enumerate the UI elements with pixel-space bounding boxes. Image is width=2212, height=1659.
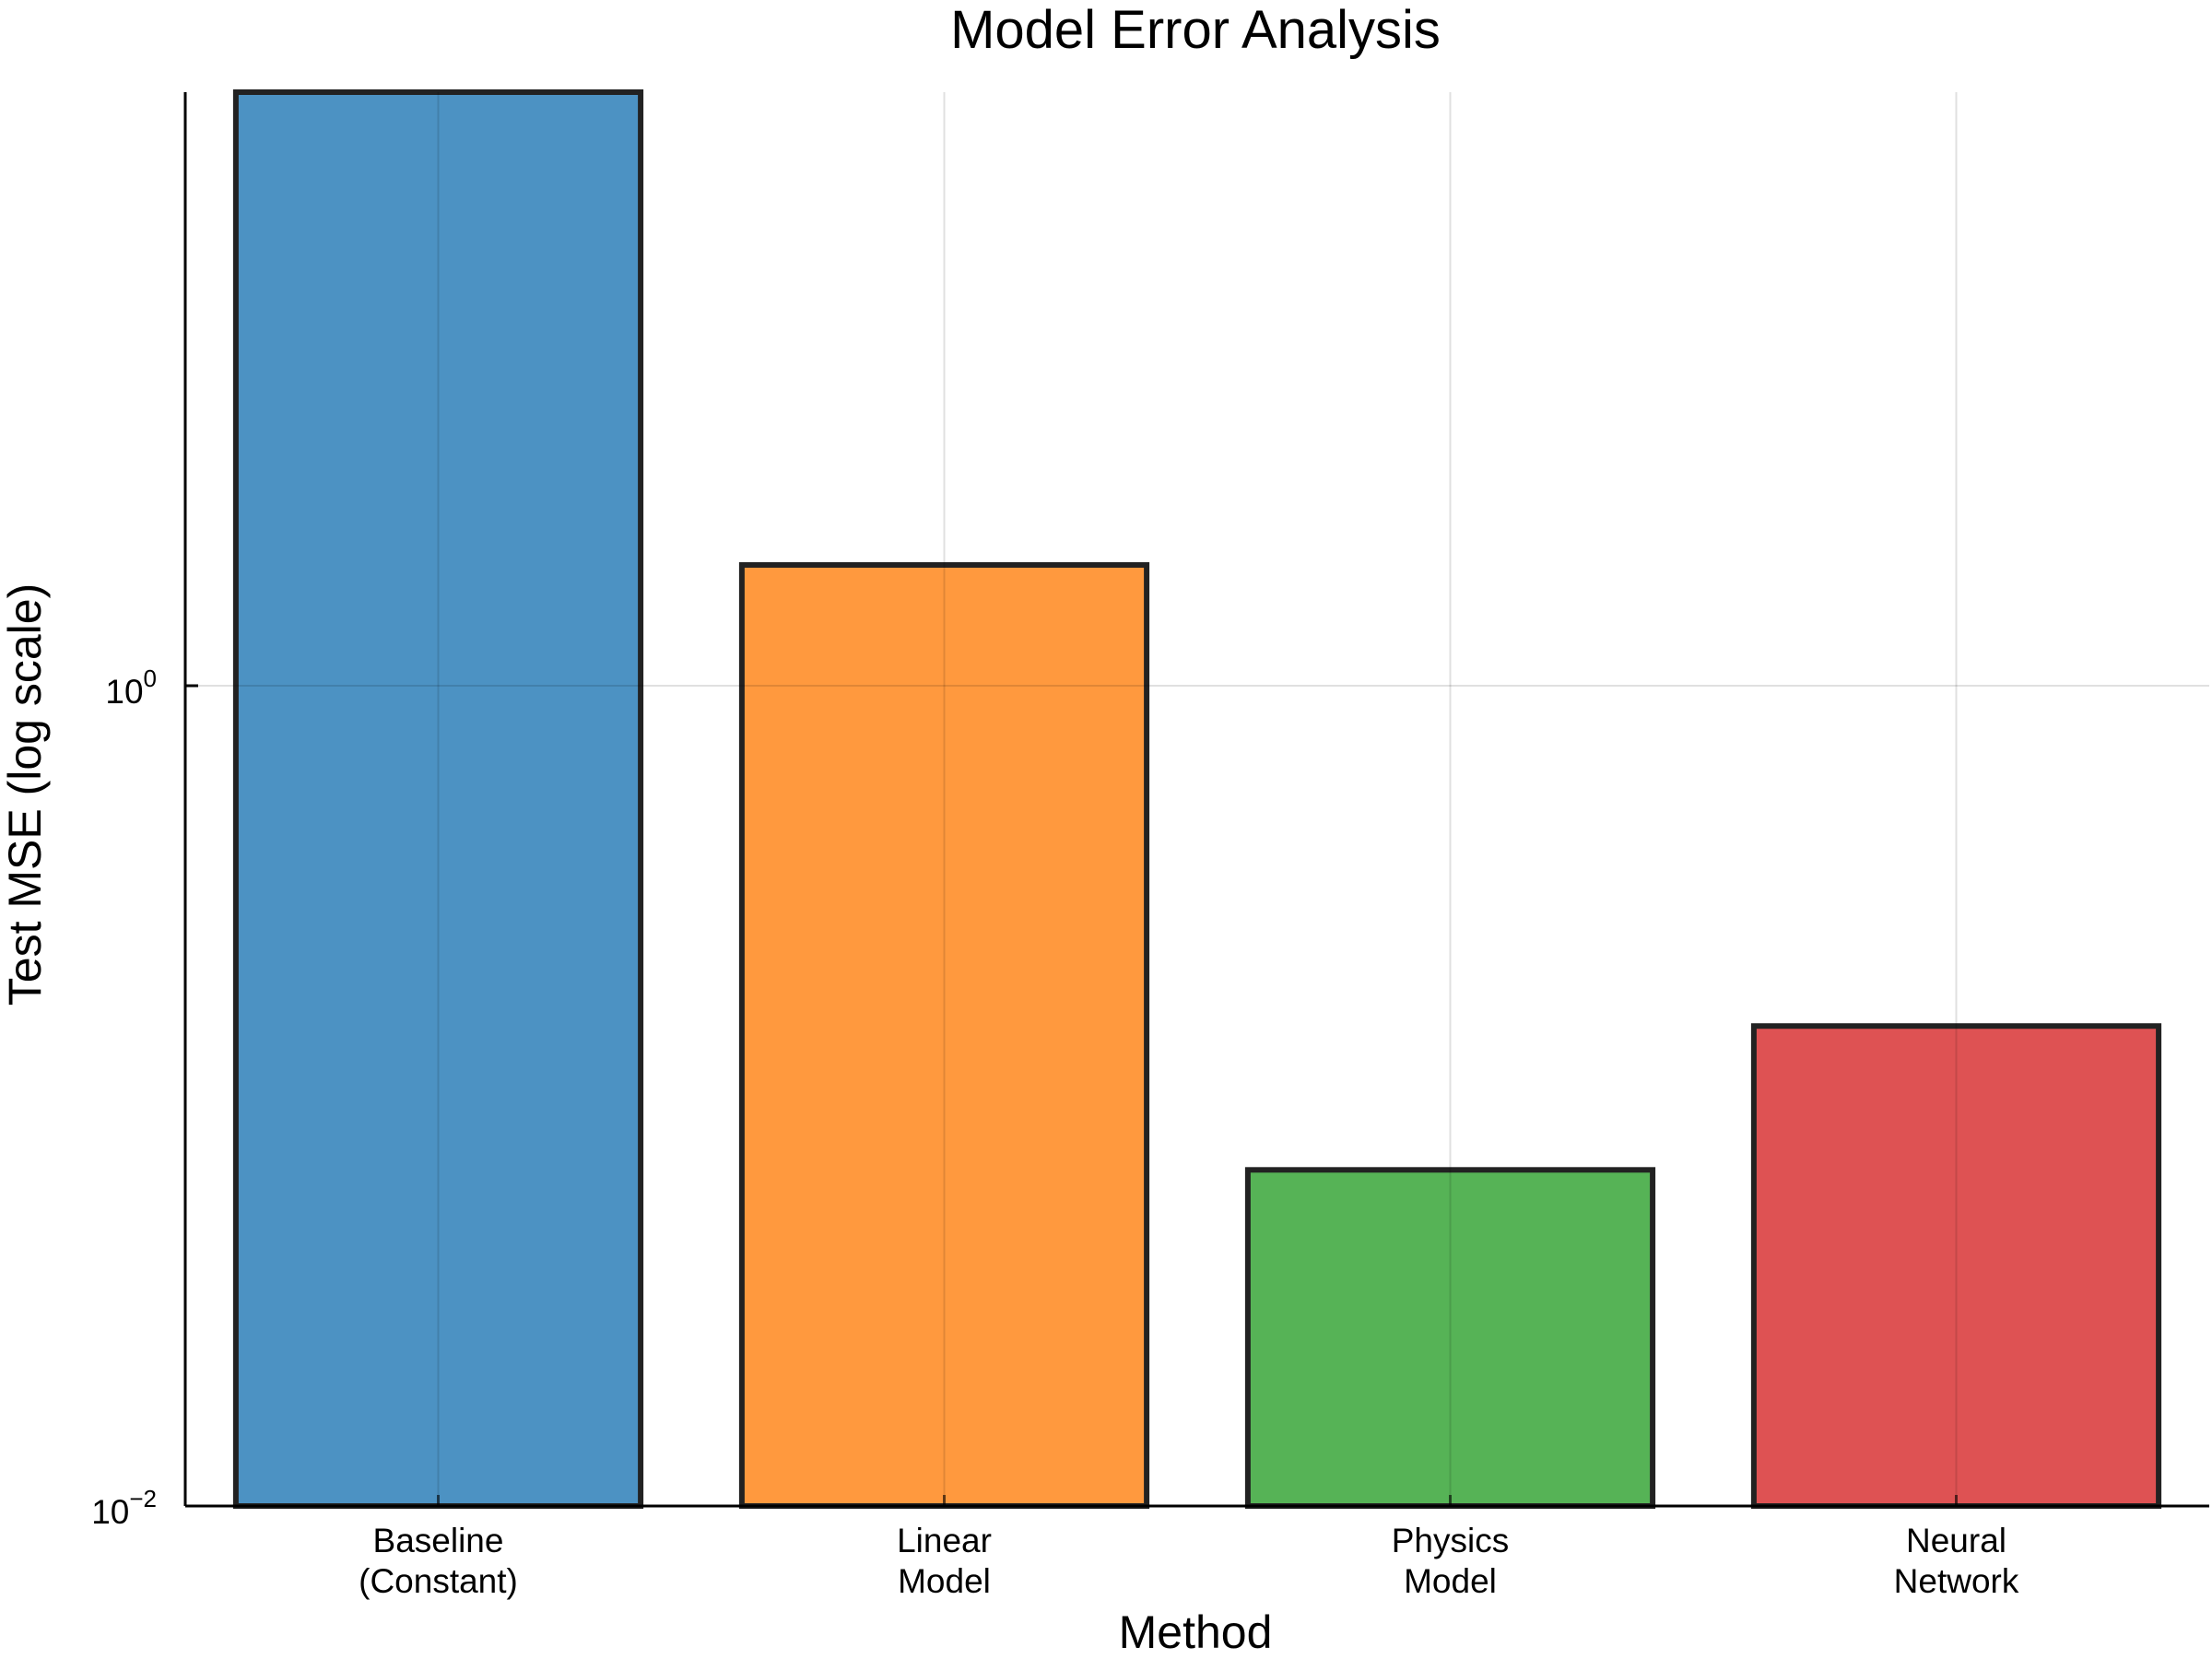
grid [185,92,2209,1506]
chart-title: Model Error Analysis [950,0,1441,60]
y-tick-label: 10−2 [91,1485,157,1531]
bar-physics-model [1244,1167,1656,1509]
x-tick-labels: Baseline (Constant) Linear Model Physics Mode… [359,1522,2019,1600]
y-axis-label: Test MSE (log scale) [0,583,51,1006]
x-tick-label: Physics Model [1392,1522,1509,1600]
y-tick-labels: 100 10−2 [91,665,157,1531]
x-axis-label: Method [1119,1606,1273,1658]
x-tick-label: Neural Network [1894,1522,2019,1600]
x-tick-label: Linear Model [897,1522,992,1600]
axes [183,92,2209,1508]
y-tick-label: 100 [105,665,157,711]
bar-baseline-constant [232,89,644,1509]
x-tick-label: Baseline (Constant) [359,1522,518,1600]
bars [232,89,2162,1509]
bar-neural-network [1750,1023,2162,1509]
bar-linear-model [738,561,1150,1509]
